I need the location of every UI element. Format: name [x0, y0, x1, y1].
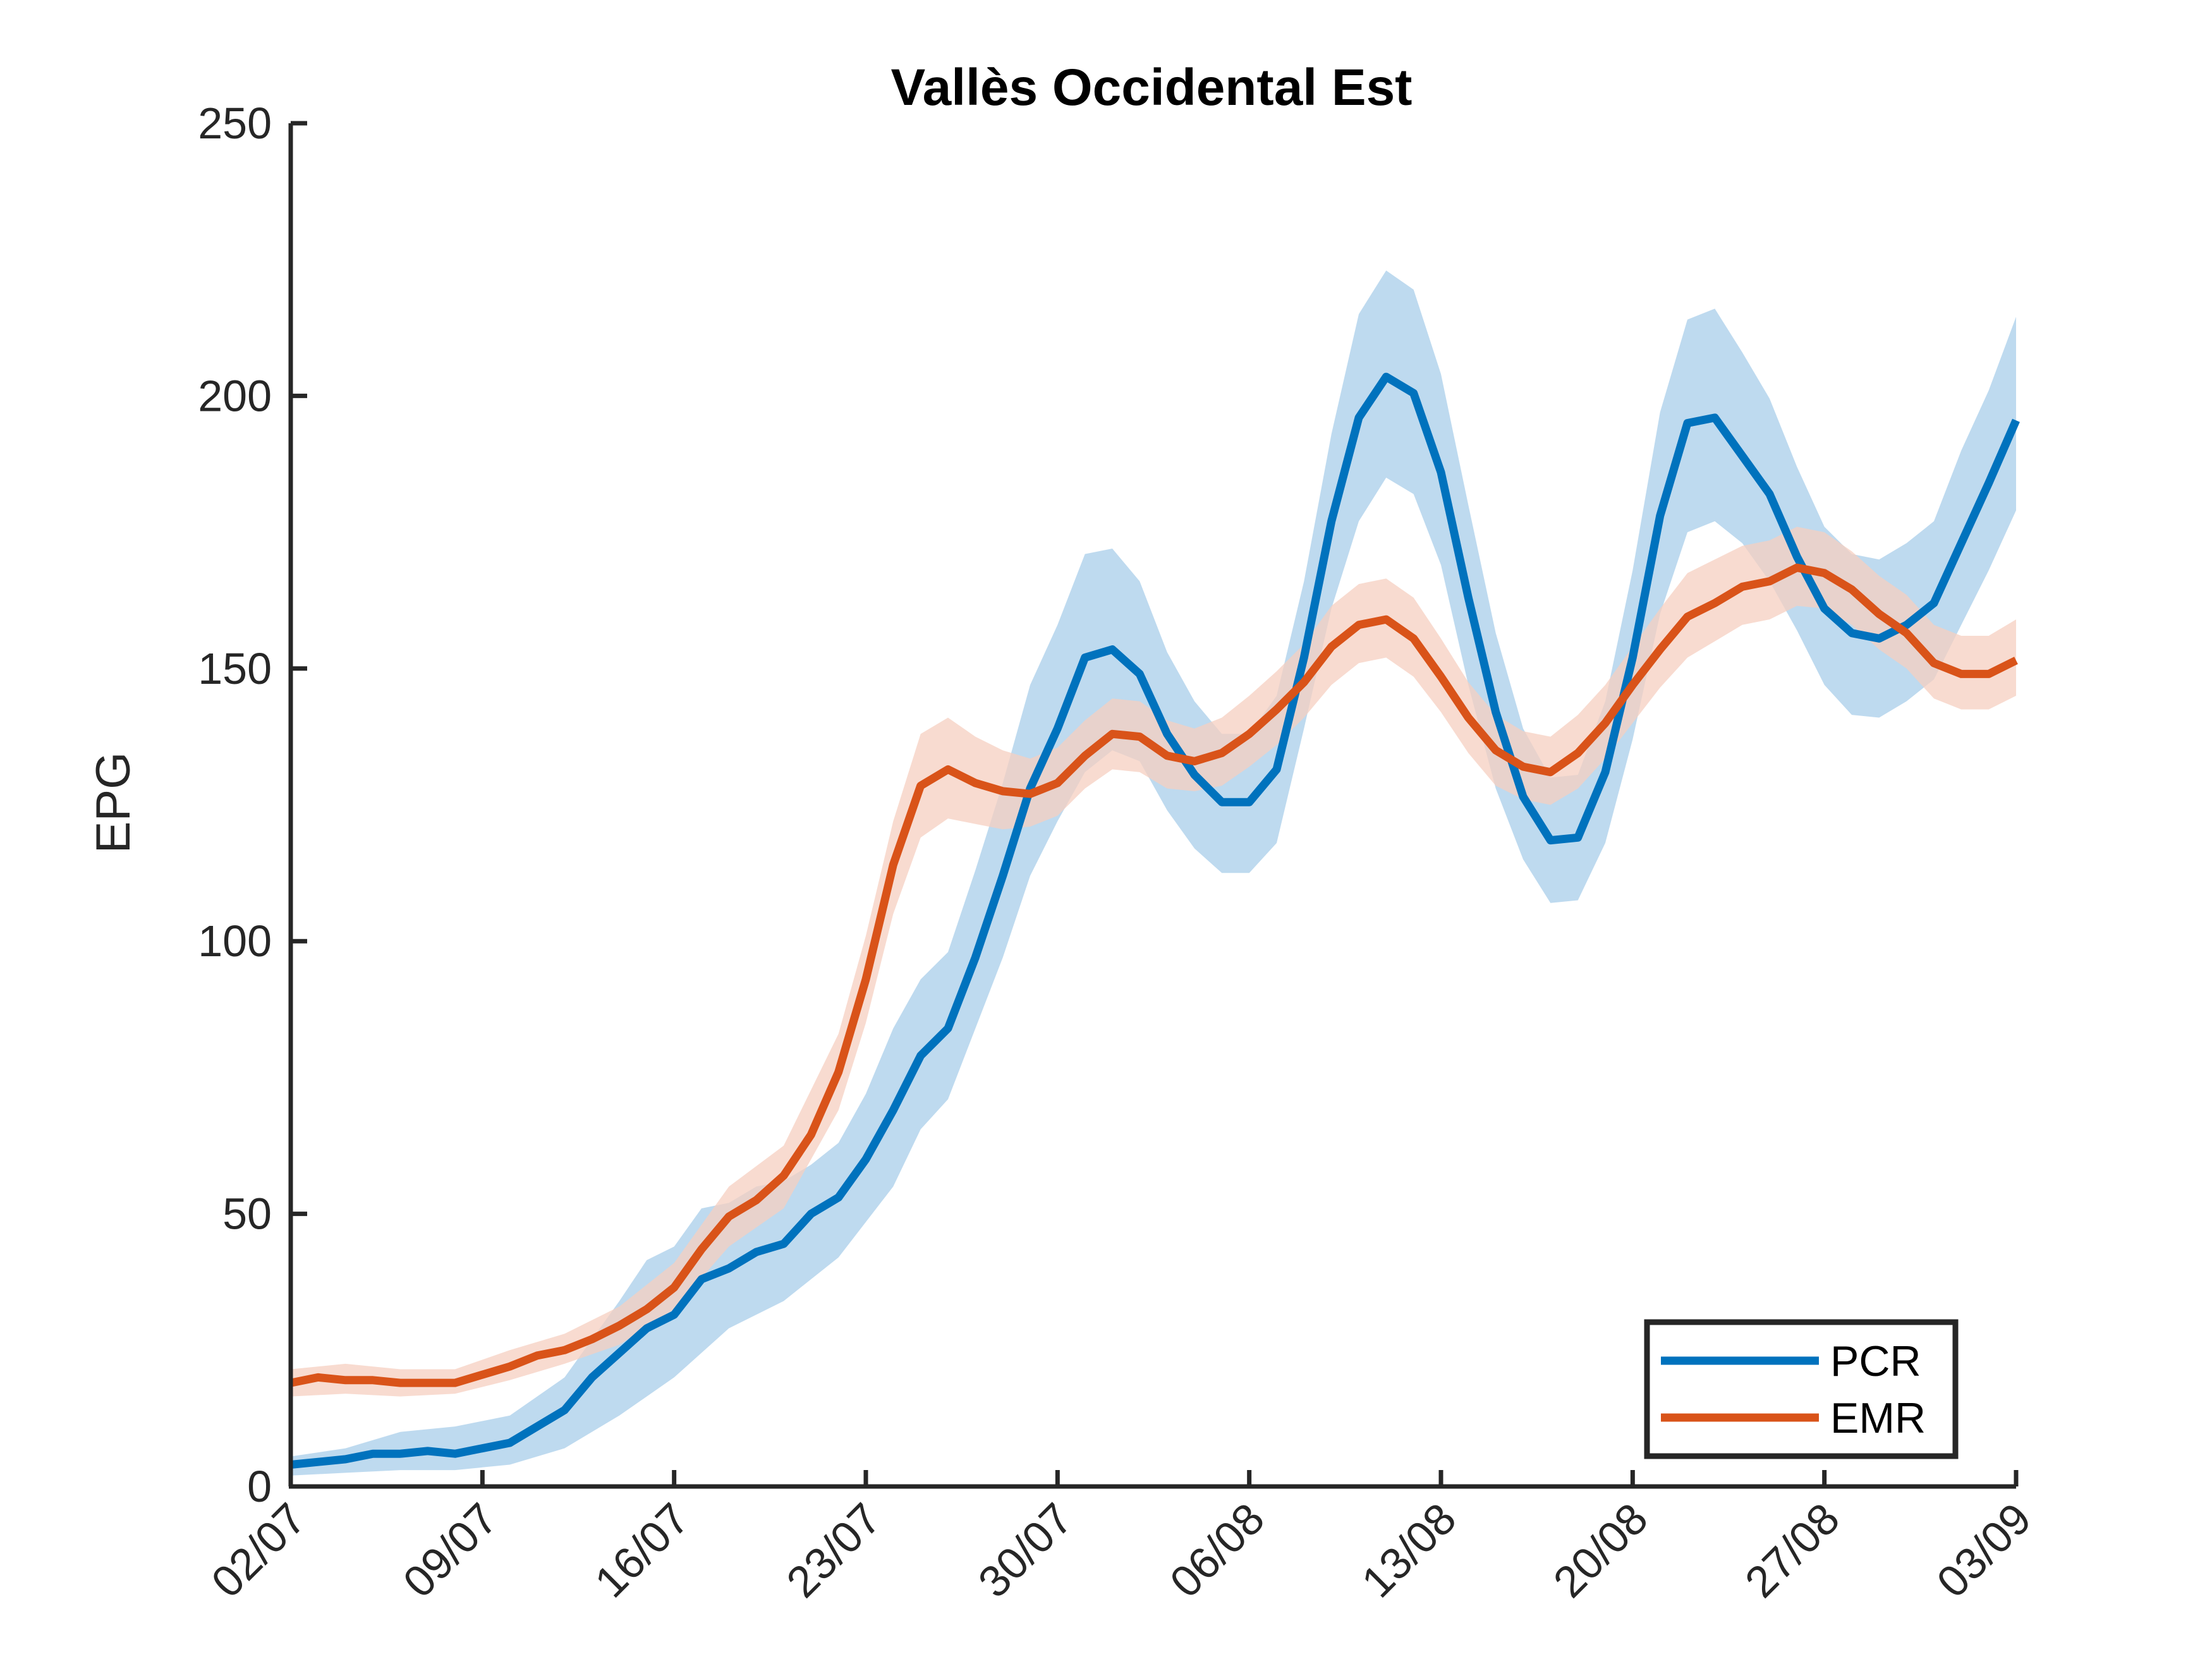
band-pcr: [291, 270, 2016, 1476]
axes: [288, 123, 2016, 1489]
confidence-bands: [291, 270, 2016, 1476]
series-lines: [289, 372, 2020, 1469]
x-ticks: 02/07 09/07 16/07 23/07 30/07 06/08 13/08 20/08…: [202, 1470, 2041, 1607]
x-tick-label: 13/08: [1352, 1493, 1466, 1607]
line-emr: [289, 563, 2018, 1387]
x-tick-label: 16/07: [585, 1493, 698, 1607]
chart-title: Vallès Occidental Est: [891, 59, 1413, 116]
y-tick-label: 200: [198, 371, 272, 420]
y-tick-label: 0: [247, 1462, 272, 1511]
y-tick-label: 50: [222, 1189, 272, 1239]
y-tick-label: 150: [198, 644, 272, 693]
y-axis-label: EPG: [87, 752, 140, 854]
x-tick-label: 06/08: [1160, 1493, 1273, 1607]
legend: PCR EMR: [1644, 1319, 1959, 1459]
x-tick-label: 20/08: [1544, 1493, 1657, 1607]
y-tick-label: 250: [198, 99, 272, 148]
y-tick-label: 100: [198, 916, 272, 966]
x-tick-label: 30/07: [969, 1493, 1082, 1607]
x-tick-label: 03/09: [1928, 1493, 2041, 1607]
x-tick-label: 27/08: [1735, 1493, 1849, 1607]
legend-label-pcr: PCR: [1830, 1337, 1921, 1385]
y-ticks: 0 50 100 150 200 250: [198, 99, 307, 1511]
legend-label-emr: EMR: [1830, 1394, 1926, 1442]
x-tick-label: 09/07: [394, 1493, 507, 1607]
legend-box: [1644, 1319, 1959, 1459]
line-pcr: [290, 372, 2020, 1469]
x-tick-label: 23/07: [777, 1493, 890, 1607]
